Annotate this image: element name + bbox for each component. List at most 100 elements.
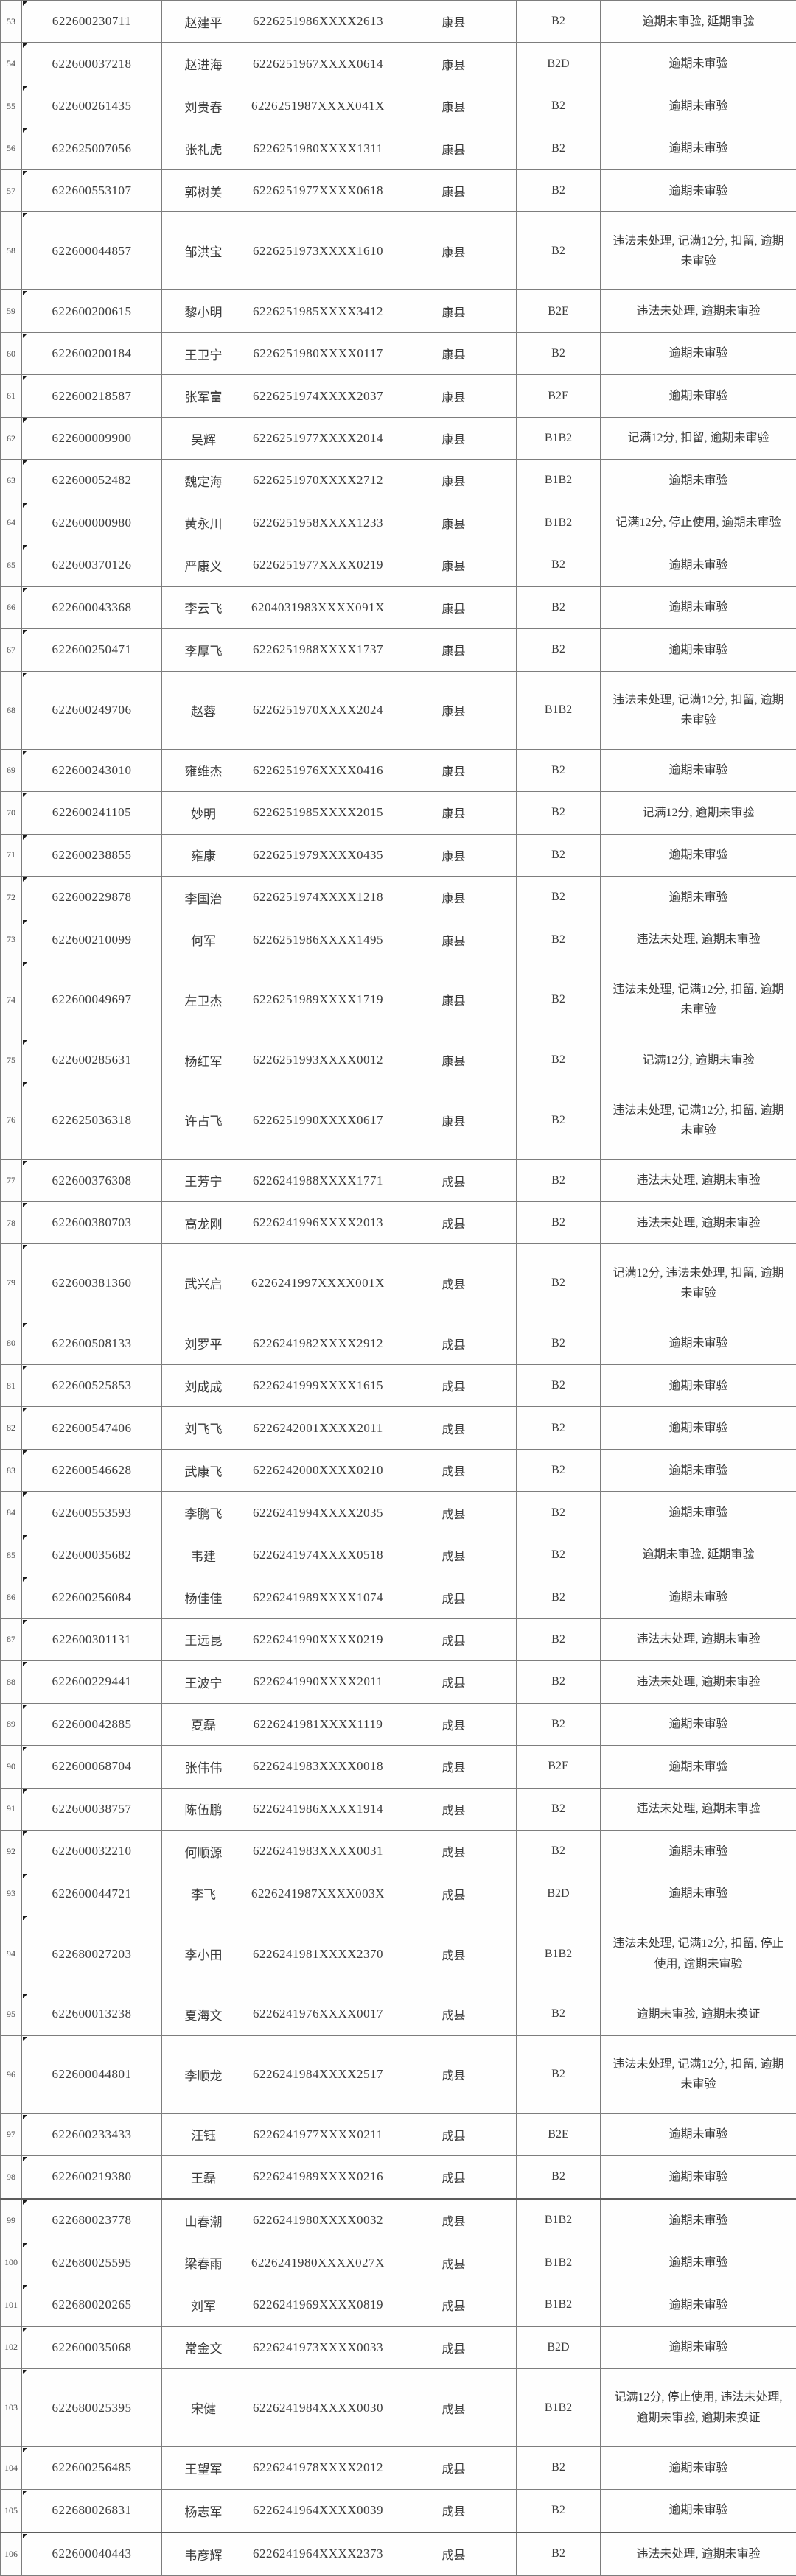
county-cell: 成县 <box>391 1702 517 1747</box>
id-number-cell: 6226251977XXXX0219 <box>245 544 391 587</box>
table-row: 84 622600553593 李鹏飞 6226241994XXXX2035 成县 B2 逾… <box>0 1491 796 1534</box>
license-type-cell: B1B2 <box>516 501 601 545</box>
status-cell: 违法未处理, 记满12分, 扣留, 逾期未审验 <box>600 211 796 291</box>
row-number-cell: 83 <box>0 1448 22 1492</box>
county-cell: 康县 <box>391 791 517 835</box>
name-cell: 梁春雨 <box>161 2241 245 2285</box>
id-number-cell: 6226251988XXXX1737 <box>245 628 391 672</box>
id-number-cell: 6226241984XXXX2517 <box>245 2035 391 2114</box>
name-cell: 李国治 <box>161 876 245 919</box>
row-number-cell: 82 <box>0 1406 22 1450</box>
county-cell: 成县 <box>391 2532 517 2576</box>
row-number-cell: 93 <box>0 1872 22 1916</box>
file-number-text: 622680020265 <box>52 2298 132 2312</box>
id-number-cell: 6226251985XXXX2015 <box>245 791 391 835</box>
file-number-text: 622600200184 <box>52 346 132 361</box>
id-number-cell: 6226251985XXXX3412 <box>245 289 391 333</box>
status-cell: 记满12分, 逾期未审验 <box>600 791 796 835</box>
file-number-text: 622680026831 <box>52 2503 132 2518</box>
id-number-cell: 6226241983XXXX0031 <box>245 1830 391 1873</box>
license-type-cell: B2 <box>516 586 601 630</box>
row-number-cell: 86 <box>0 1576 22 1619</box>
table-row: 59 622600200615 黎小明 6226251985XXXX3412 康县 B2E… <box>0 289 796 333</box>
status-cell: 逾期未审验 <box>600 1702 796 1747</box>
name-cell: 王卫宁 <box>161 331 245 376</box>
name-cell: 常金文 <box>161 2326 245 2370</box>
file-number-cell: 622600238855 <box>21 833 162 877</box>
status-cell: 违法未处理, 逾期未审验 <box>600 1201 796 1245</box>
license-type-cell: B2 <box>516 1201 601 1245</box>
table-row: 55 622600261435 刘贵春 6226251987XXXX041X 康县 B2 逾… <box>0 84 796 128</box>
table-row: 89 622600042885 夏磊 6226241981XXXX1119 成县 B2 逾期… <box>0 1702 796 1747</box>
table-row: 95 622600013238 夏海文 6226241976XXXX0017 成县 B2 逾… <box>0 1993 796 2036</box>
id-number-cell: 6226242000XXXX0210 <box>245 1448 391 1492</box>
name-cell: 许占飞 <box>161 1081 245 1160</box>
file-number-cell: 622600256084 <box>21 1576 162 1619</box>
status-cell: 逾期未审验 <box>600 1491 796 1534</box>
name-cell: 杨志军 <box>161 2488 245 2533</box>
name-cell: 夏海文 <box>161 1993 245 2036</box>
status-cell: 逾期未审验 <box>600 2198 796 2242</box>
row-number-cell: 84 <box>0 1491 22 1534</box>
file-number-text: 622600218587 <box>52 388 132 403</box>
status-cell: 逾期未审验 <box>600 586 796 630</box>
file-number-cell: 622600553107 <box>21 169 162 213</box>
cell-flag-icon <box>23 1619 27 1624</box>
license-type-cell: B2 <box>516 1243 601 1323</box>
status-cell: 逾期未审验 <box>600 42 796 85</box>
table-row: 73 622600210099 何军 6226251986XXXX1495 康县 B2 违法… <box>0 918 796 961</box>
county-cell: 成县 <box>391 1491 517 1534</box>
cell-flag-icon <box>23 2370 27 2375</box>
status-cell: 违法未处理, 逾期未审验 <box>600 1787 796 1831</box>
license-type-cell: B2 <box>516 1993 601 2036</box>
name-cell: 高龙刚 <box>161 1201 245 1245</box>
row-number-cell: 80 <box>0 1322 22 1365</box>
cell-flag-icon <box>23 2490 27 2495</box>
row-number-cell: 74 <box>0 960 22 1040</box>
file-number-text: 622600229878 <box>52 890 132 905</box>
cell-flag-icon <box>23 2200 27 2205</box>
file-number-text: 622600249706 <box>52 703 132 717</box>
license-type-cell: B2 <box>516 833 601 877</box>
file-number-cell: 622600243010 <box>21 748 162 793</box>
cell-flag-icon <box>23 1 27 6</box>
id-number-cell: 6226251977XXXX2014 <box>245 416 391 460</box>
row-number-cell: 81 <box>0 1364 22 1408</box>
id-number-cell: 6226251979XXXX0435 <box>245 833 391 877</box>
status-cell: 逾期未审验 <box>600 1872 796 1916</box>
file-number-cell: 622600068704 <box>21 1745 162 1789</box>
status-cell: 记满12分, 扣留, 逾期未审验 <box>600 416 796 460</box>
license-type-cell: B2 <box>516 2532 601 2576</box>
status-cell: 逾期未审验 <box>600 2488 796 2533</box>
table-row: 74 622600049697 左卫杰 6226251989XXXX1719 康县 B2 违… <box>0 960 796 1040</box>
status-cell: 逾期未审验, 延期审验 <box>600 1533 796 1577</box>
name-cell: 杨佳佳 <box>161 1576 245 1619</box>
county-cell: 成县 <box>391 1322 517 1365</box>
file-number-cell: 622600040443 <box>21 2532 162 2576</box>
row-number-cell: 99 <box>0 2198 22 2242</box>
file-number-cell: 622680023778 <box>21 2198 162 2242</box>
table-row: 80 622600508133 刘罗平 6226241982XXXX2912 成县 B2 逾… <box>0 1322 796 1365</box>
name-cell: 宋健 <box>161 2368 245 2448</box>
license-type-cell: B2 <box>516 1533 601 1577</box>
table-row: 83 622600546628 武康飞 6226242000XXXX0210 成县 B2 逾… <box>0 1448 796 1492</box>
license-type-cell: B1B2 <box>516 2198 601 2242</box>
name-cell: 李云飞 <box>161 586 245 630</box>
name-cell: 夏磊 <box>161 1702 245 1747</box>
status-cell: 逾期未审验 <box>600 331 796 376</box>
status-cell: 违法未处理, 逾期未审验 <box>600 1660 796 1704</box>
license-type-cell: B1B2 <box>516 2284 601 2327</box>
file-number-text: 622600508133 <box>52 1336 132 1350</box>
row-number-cell: 67 <box>0 628 22 672</box>
county-cell: 康县 <box>391 960 517 1040</box>
license-type-cell: B2 <box>516 544 601 587</box>
id-number-cell: 6226251986XXXX1495 <box>245 918 391 961</box>
county-cell: 成县 <box>391 2368 517 2448</box>
name-cell: 刘贵春 <box>161 84 245 128</box>
status-cell: 逾期未审验 <box>600 127 796 170</box>
file-number-text: 622600000980 <box>52 515 132 530</box>
file-number-cell: 622600553593 <box>21 1491 162 1534</box>
row-number-cell: 77 <box>0 1159 22 1202</box>
county-cell: 成县 <box>391 2198 517 2242</box>
cell-flag-icon <box>23 919 27 924</box>
